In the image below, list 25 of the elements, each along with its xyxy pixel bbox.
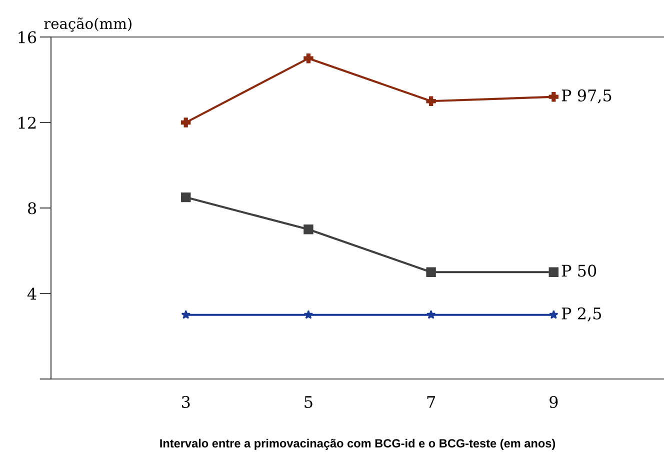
point bbox=[549, 310, 558, 319]
x-axis-title: Intervalo entre a primovacinação com BCG-id e o BCG-teste (em anos) bbox=[160, 438, 556, 450]
x-tick-label: 7 bbox=[427, 396, 435, 408]
series-label: P 50 bbox=[562, 264, 596, 277]
series-label: P 2,5 bbox=[562, 307, 602, 322]
x-tick-label: 5 bbox=[304, 396, 312, 408]
point bbox=[304, 310, 314, 319]
point bbox=[181, 192, 191, 202]
point bbox=[548, 267, 559, 277]
series-label: P 97,5 bbox=[562, 89, 612, 104]
y-tick-label: 8 bbox=[28, 202, 36, 214]
point bbox=[426, 96, 436, 106]
point bbox=[304, 54, 314, 64]
x-tick-label: 3 bbox=[182, 396, 190, 408]
point bbox=[181, 118, 191, 128]
y-tick-label: 12 bbox=[18, 116, 36, 129]
y-tick-label: 4 bbox=[27, 288, 36, 300]
point bbox=[426, 267, 436, 277]
y-axis-title: reação(mm) bbox=[44, 18, 132, 32]
point bbox=[426, 310, 436, 319]
point bbox=[181, 310, 191, 319]
x-tick-label: 9 bbox=[550, 396, 558, 408]
point bbox=[304, 224, 314, 234]
y-tick-label: 16 bbox=[18, 31, 36, 44]
point bbox=[548, 92, 559, 102]
